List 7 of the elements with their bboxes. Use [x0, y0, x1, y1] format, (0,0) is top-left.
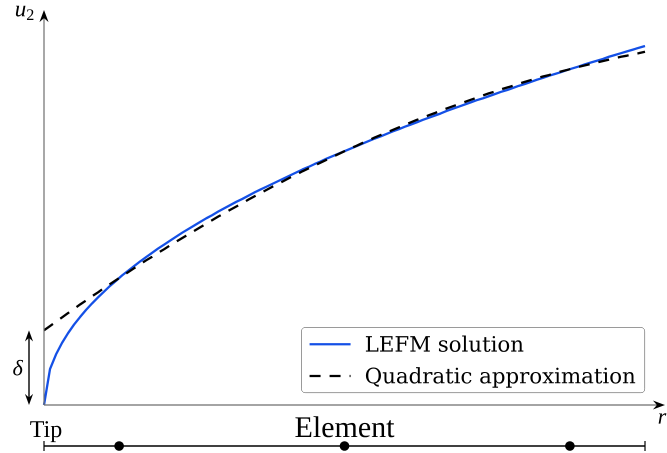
text: δ — [13, 360, 24, 376]
legend-label: Quadratic approximation — [366, 367, 636, 388]
text: Element — [295, 416, 394, 438]
legend-label: LEFM solution — [366, 335, 524, 352]
text: Tip — [30, 421, 62, 442]
y-axis-title: u$_{2}$ — [16, 6, 34, 20]
x-axis-title: r — [658, 413, 666, 424]
